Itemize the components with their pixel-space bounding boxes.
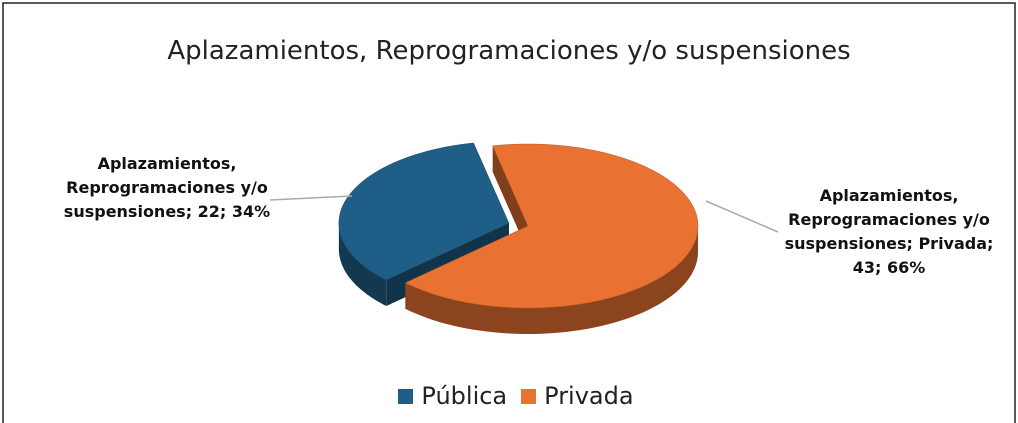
slice (338, 142, 510, 281)
legend-label: Privada (544, 382, 634, 410)
legend-swatch (521, 388, 537, 404)
legend-swatch (398, 388, 414, 404)
leader-line (269, 195, 353, 201)
legend: Pública Privada (0, 382, 1018, 410)
legend-label: Pública (421, 382, 508, 410)
slice (404, 143, 699, 309)
slice-cut-face (492, 145, 528, 252)
slice-wall (338, 223, 387, 306)
slice-tops (338, 142, 699, 309)
slice-wall (405, 226, 698, 334)
data-label: Aplazamientos, Reprogramaciones y/o susp… (784, 186, 994, 277)
leader-line (705, 200, 779, 233)
chart-title: Aplazamientos, Reprogramaciones y/o susp… (167, 36, 851, 66)
data-label: Aplazamientos, Reprogramaciones y/o susp… (63, 154, 271, 221)
